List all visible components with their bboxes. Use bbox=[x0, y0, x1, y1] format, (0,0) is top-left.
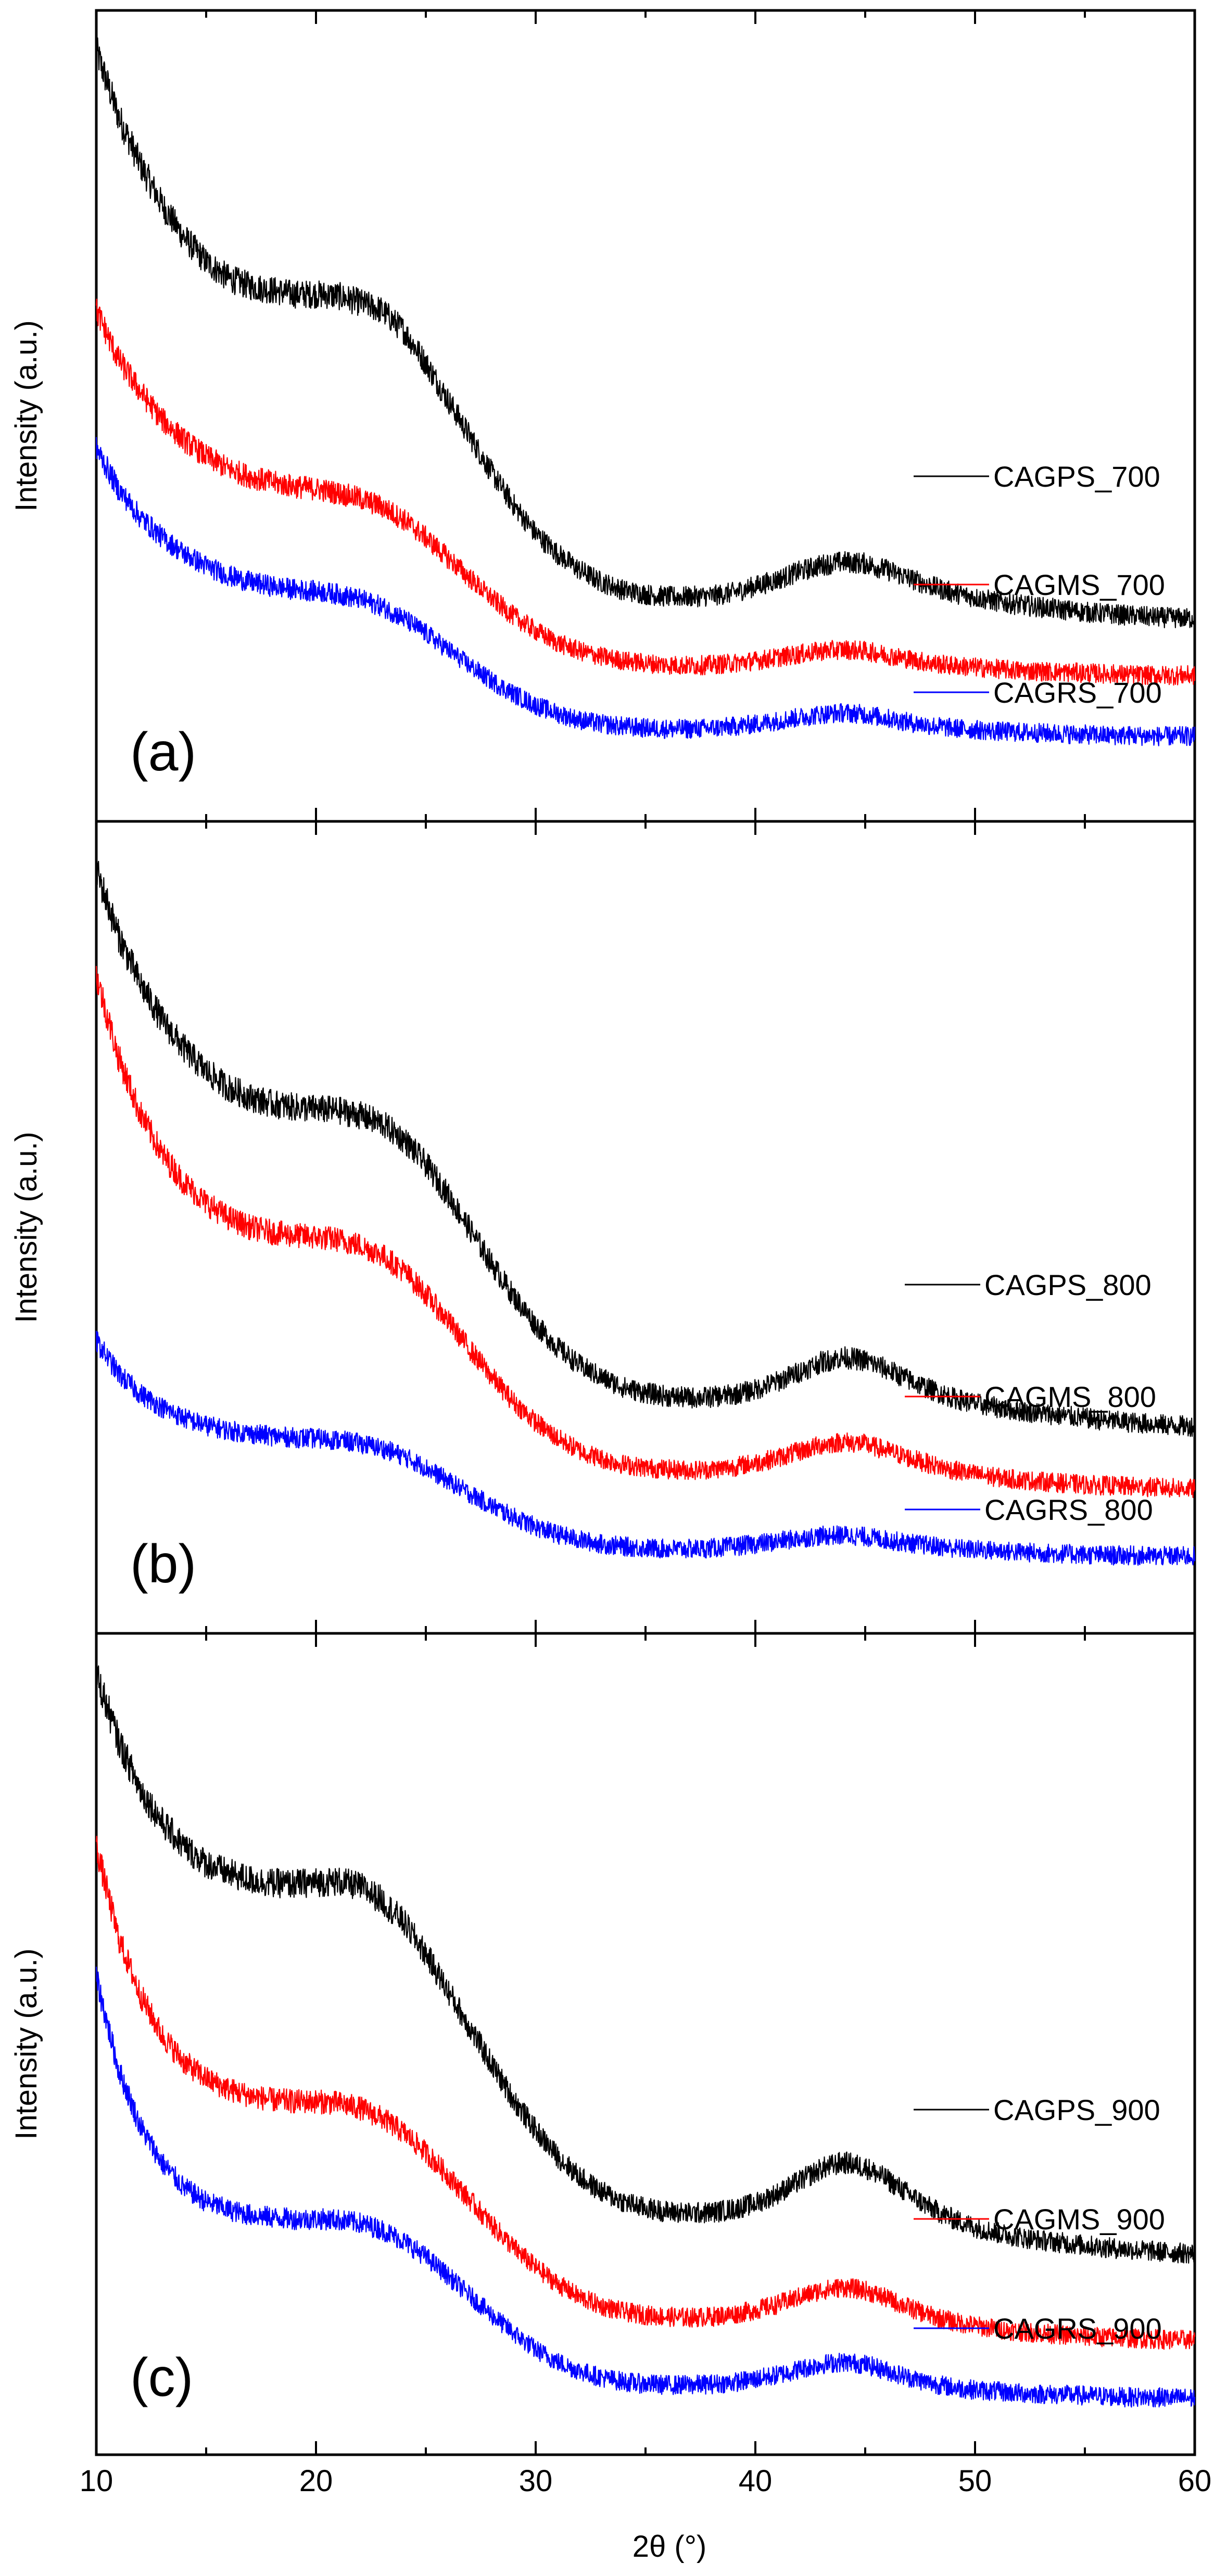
series-line-cagrs-700 bbox=[95, 437, 1196, 746]
panel-tag: (c) bbox=[130, 2347, 193, 2408]
x-tick-label: 60 bbox=[1178, 2464, 1212, 2498]
x-tick-label: 40 bbox=[739, 2464, 773, 2498]
y-axis-label: Intensity (a.u.) bbox=[9, 1132, 43, 1323]
legend-label: CAGRS_700 bbox=[993, 676, 1162, 709]
x-axis-label: 2θ (°) bbox=[633, 2530, 706, 2564]
x-tick-label: 10 bbox=[80, 2464, 113, 2498]
series-line-cagms-900 bbox=[95, 1835, 1196, 2350]
series-line-cagrs-800 bbox=[95, 1330, 1196, 1566]
legend-label: CAGMS_900 bbox=[993, 2203, 1165, 2236]
legend-label: CAGMS_700 bbox=[993, 568, 1165, 601]
series-line-cagrs-900 bbox=[95, 1966, 1196, 2408]
legend-label: CAGMS_800 bbox=[984, 1380, 1156, 1413]
x-axis: 2θ (°) 10 20 30 40 50 60 bbox=[80, 2464, 1212, 2564]
y-axis-label: Intensity (a.u.) bbox=[9, 1948, 43, 2139]
x-tick-label: 30 bbox=[519, 2464, 553, 2498]
series-line-cagms-800 bbox=[95, 966, 1196, 1498]
panel-1: Intensity (a.u.) CAGPS_800 CAGMS_800 CAGRS_… bbox=[9, 820, 1196, 1635]
y-axis-label: Intensity (a.u.) bbox=[9, 320, 43, 511]
series-line-cagms-700 bbox=[95, 298, 1196, 686]
panels-container: Intensity (a.u.) CAGPS_700 CAGMS_700 CAGRS_… bbox=[9, 9, 1196, 2456]
panel-tag: (b) bbox=[130, 1534, 196, 1594]
legend-label: CAGPS_900 bbox=[993, 2093, 1160, 2126]
legend-label: CAGPS_800 bbox=[984, 1268, 1152, 1301]
panel-tag: (a) bbox=[130, 722, 196, 782]
panel-2: Intensity (a.u.) CAGPS_900 CAGMS_900 CAGRS_… bbox=[9, 1632, 1196, 2456]
legend-label: CAGRS_800 bbox=[984, 1493, 1153, 1526]
x-tick-label: 50 bbox=[958, 2464, 992, 2498]
legend-label: CAGPS_700 bbox=[993, 460, 1160, 493]
x-tick-label: 20 bbox=[299, 2464, 333, 2498]
panel-0: Intensity (a.u.) CAGPS_700 CAGMS_700 CAGRS_… bbox=[9, 9, 1196, 823]
series-line-cagps-900 bbox=[95, 1660, 1196, 2264]
series-line-cagps-800 bbox=[95, 860, 1196, 1437]
series-line-cagps-700 bbox=[95, 37, 1196, 628]
legend-label: CAGRS_900 bbox=[993, 2312, 1162, 2345]
